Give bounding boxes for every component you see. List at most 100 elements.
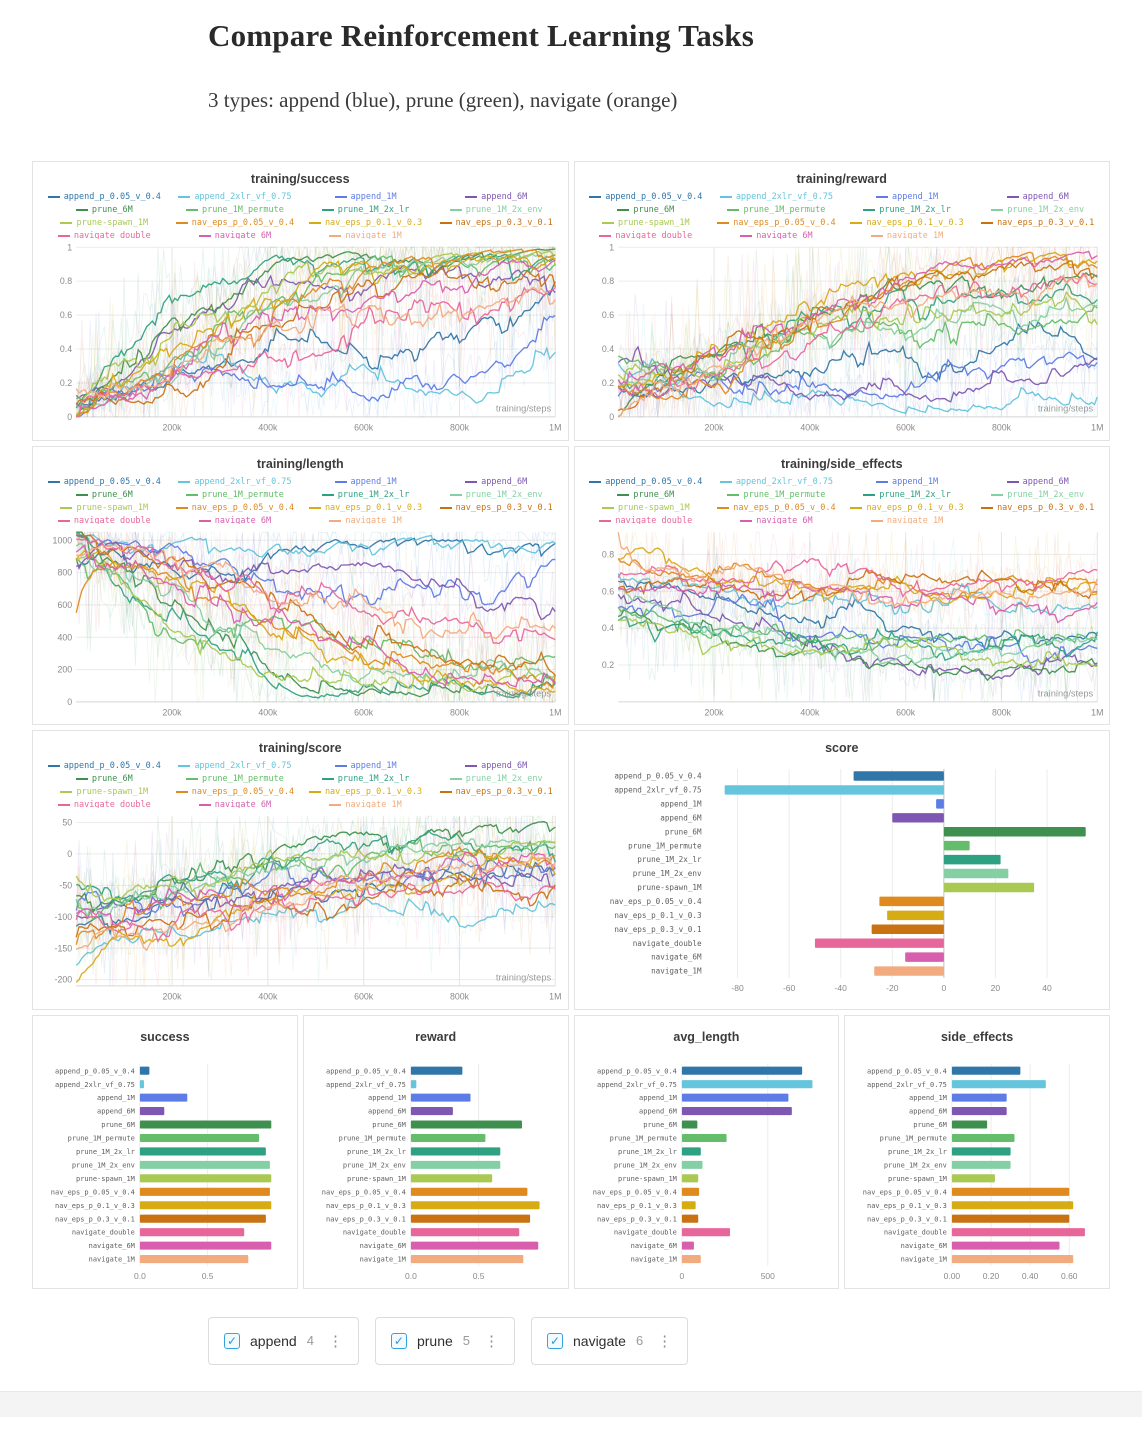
run-line-prune-1m-2x-lr[interactable] bbox=[75, 253, 556, 409]
filter-chip-prune[interactable]: ✓ prune 5 ⋮ bbox=[374, 1316, 515, 1365]
filter-chip-append[interactable]: ✓ append 4 ⋮ bbox=[208, 1316, 359, 1365]
run-line-append-6m[interactable] bbox=[75, 264, 556, 399]
legend-item-append-1m[interactable]: append_1M bbox=[876, 477, 938, 487]
bar-nav-eps-p-0-3-v-0-1[interactable] bbox=[871, 924, 944, 935]
legend-item-prune-1m-permute[interactable]: prune_1M_permute bbox=[185, 774, 284, 784]
legend-item-navigate-6m[interactable]: navigate_6M bbox=[198, 516, 271, 524]
legend-item-nav-eps-p-0-3-v-0-1[interactable]: nav_eps_p_0.3_v_0.1 bbox=[439, 218, 553, 228]
legend-item-append-6m[interactable]: append_6M bbox=[1006, 477, 1069, 487]
legend-item-navigate-6m[interactable]: navigate_6M bbox=[740, 231, 813, 239]
reward-bar-chart[interactable]: 0.0 0.5 append_p_0.05_v_0.4 append_2xlr_vf_… bbox=[310, 1050, 562, 1286]
bar-prune-spawn-1m[interactable] bbox=[952, 1174, 996, 1183]
run-line-navigate-1m[interactable] bbox=[617, 531, 1098, 607]
legend-item-prune-1m-2x-env[interactable]: prune_1M_2x_env bbox=[991, 490, 1084, 500]
bar-append-1m[interactable] bbox=[935, 799, 944, 809]
bar-nav-eps-p-0-05-v-0-4[interactable] bbox=[878, 896, 944, 907]
legend-item-nav-eps-p-0-1-v-0-3[interactable]: nav_eps_p_0.1_v_0.3 bbox=[850, 218, 964, 228]
run-line-prune-1m-2x-lr[interactable] bbox=[76, 829, 556, 903]
run-line-append-6m[interactable] bbox=[75, 540, 556, 620]
run-line-prune-6m[interactable] bbox=[75, 248, 556, 417]
bar-append-1m[interactable] bbox=[410, 1093, 471, 1102]
bar-prune-1m-2x-env[interactable] bbox=[139, 1160, 270, 1169]
run-line-append-2xlr-vf-0-75[interactable] bbox=[617, 572, 1098, 615]
run-line-prune-1m-2x-env[interactable] bbox=[75, 542, 556, 683]
bar-navigate-double[interactable] bbox=[681, 1227, 730, 1236]
legend-item-prune-1m-2x-lr[interactable]: prune_1M_2x_lr bbox=[863, 490, 951, 500]
bar-append-p-0-05-v-0-4[interactable] bbox=[681, 1066, 802, 1075]
bar-nav-eps-p-0-05-v-0-4[interactable] bbox=[410, 1187, 528, 1196]
bar-navigate-double[interactable] bbox=[139, 1227, 245, 1236]
bar-prune-1m-permute[interactable] bbox=[139, 1133, 260, 1142]
bar-prune-1m-2x-env[interactable] bbox=[952, 1160, 1011, 1169]
legend-item-prune-1m-permute[interactable]: prune_1M_permute bbox=[185, 490, 284, 500]
bar-prune-1m-2x-env[interactable] bbox=[943, 868, 1008, 879]
legend-item-nav-eps-p-0-3-v-0-1[interactable]: nav_eps_p_0.3_v_0.1 bbox=[981, 218, 1094, 228]
bar-prune-spawn-1m[interactable] bbox=[139, 1174, 272, 1183]
legend-item-navigate-1m[interactable]: navigate_1M bbox=[329, 231, 402, 239]
legend-item-append-p-0-05-v-0-4[interactable]: append_p_0.05_v_0.4 bbox=[589, 192, 702, 202]
run-line-nav-eps-p-0-3-v-0-1[interactable] bbox=[75, 268, 556, 406]
legend-item-prune-spawn-1m[interactable]: prune-spawn_1M bbox=[60, 787, 148, 797]
legend-item-prune-1m-permute[interactable]: prune_1M_permute bbox=[727, 490, 825, 500]
bar-prune-1m-2x-lr[interactable] bbox=[943, 855, 1001, 865]
legend-item-navigate-1m[interactable]: navigate_1M bbox=[329, 516, 402, 524]
run-line-append-6m[interactable] bbox=[617, 590, 1097, 680]
legend-item-append-1m[interactable]: append_1M bbox=[334, 761, 397, 771]
bar-navigate-6m[interactable] bbox=[139, 1241, 272, 1250]
success-bar-chart[interactable]: 0.0 0.5 append_p_0.05_v_0.4 append_2xlr_vf_… bbox=[39, 1050, 291, 1286]
bar-append-6m[interactable] bbox=[410, 1106, 453, 1115]
legend-item-prune-1m-permute[interactable]: prune_1M_permute bbox=[727, 205, 825, 215]
legend-item-nav-eps-p-0-3-v-0-1[interactable]: nav_eps_p_0.3_v_0.1 bbox=[981, 503, 1094, 513]
legend-item-navigate-6m[interactable]: navigate_6M bbox=[198, 800, 271, 808]
run-line-prune-spawn-1m[interactable] bbox=[617, 617, 1097, 669]
run-line-navigate-double[interactable] bbox=[617, 272, 1097, 397]
run-line-navigate-6m[interactable] bbox=[76, 851, 556, 927]
legend-item-navigate-6m[interactable]: navigate_6M bbox=[740, 516, 813, 524]
legend-item-append-6m[interactable]: append_6M bbox=[465, 477, 527, 487]
run-line-nav-eps-p-0-3-v-0-1[interactable] bbox=[617, 568, 1097, 602]
legend-item-prune-1m-2x-env[interactable]: prune_1M_2x_env bbox=[449, 774, 543, 784]
legend-item-navigate-double[interactable]: navigate_double bbox=[599, 516, 692, 524]
legend-item-nav-eps-p-0-1-v-0-3[interactable]: nav_eps_p_0.1_v_0.3 bbox=[308, 503, 422, 513]
bar-prune-1m-2x-env[interactable] bbox=[410, 1160, 501, 1169]
bar-append-1m[interactable] bbox=[139, 1093, 188, 1102]
bar-nav-eps-p-0-1-v-0-3[interactable] bbox=[681, 1200, 696, 1210]
legend-item-prune-1m-2x-lr[interactable]: prune_1M_2x_lr bbox=[321, 774, 409, 784]
bar-nav-eps-p-0-05-v-0-4[interactable] bbox=[139, 1187, 270, 1196]
run-line-prune-6m[interactable] bbox=[76, 821, 556, 914]
run-line-prune-1m-permute[interactable] bbox=[617, 606, 1097, 652]
bar-prune-6m[interactable] bbox=[410, 1120, 522, 1129]
bar-navigate-1m[interactable] bbox=[410, 1254, 524, 1263]
legend-item-append-2xlr-vf-0-75[interactable]: append_2xlr_vf_0.75 bbox=[178, 477, 292, 487]
bar-prune-1m-permute[interactable] bbox=[952, 1133, 1015, 1142]
run-line-navigate-1m[interactable] bbox=[75, 851, 556, 952]
legend-item-append-1m[interactable]: append_1M bbox=[334, 192, 397, 202]
bar-append-p-0-05-v-0-4[interactable] bbox=[410, 1066, 463, 1075]
run-line-nav-eps-p-0-1-v-0-3[interactable] bbox=[76, 254, 556, 418]
bar-navigate-1m[interactable] bbox=[139, 1254, 249, 1263]
run-line-nav-eps-p-0-3-v-0-1[interactable] bbox=[75, 871, 556, 938]
training-success-chart[interactable]: 0 0.2 0.4 0.6 0.8 1 200k 400k 600k 800k 1M training… bbox=[39, 241, 562, 438]
legend-item-append-1m[interactable]: append_1M bbox=[334, 477, 397, 487]
run-line-prune-spawn-1m[interactable] bbox=[75, 840, 556, 903]
bar-append-6m[interactable] bbox=[891, 813, 944, 823]
bar-nav-eps-p-0-3-v-0-1[interactable] bbox=[139, 1214, 266, 1223]
run-line-prune-spawn-1m[interactable] bbox=[75, 552, 556, 692]
legend-item-prune-6m[interactable]: prune_6M bbox=[617, 490, 674, 500]
kebab-menu-icon[interactable]: ⋮ bbox=[327, 1332, 343, 1350]
run-line-navigate-6m[interactable] bbox=[76, 258, 556, 410]
bar-nav-eps-p-0-1-v-0-3[interactable] bbox=[886, 910, 944, 921]
run-line-nav-eps-p-0-3-v-0-1[interactable] bbox=[617, 260, 1097, 412]
bar-append-1m[interactable] bbox=[681, 1093, 788, 1102]
bar-nav-eps-p-0-1-v-0-3[interactable] bbox=[952, 1200, 1074, 1210]
bar-append-p-0-05-v-0-4[interactable] bbox=[139, 1066, 150, 1075]
run-line-append-1m[interactable] bbox=[75, 854, 556, 918]
bar-prune-1m-permute[interactable] bbox=[410, 1133, 486, 1142]
bar-append-2xlr-vf-0-75[interactable] bbox=[724, 785, 944, 795]
run-line-navigate-6m[interactable] bbox=[617, 579, 1098, 624]
bar-nav-eps-p-0-05-v-0-4[interactable] bbox=[952, 1187, 1070, 1196]
score-bar-chart[interactable]: -80 -60 -40 -20 0 20 40 append_p_0.05_v_0.4appe… bbox=[581, 761, 1104, 998]
legend-item-nav-eps-p-0-05-v-0-4[interactable]: nav_eps_p_0.05_v_0.4 bbox=[717, 218, 836, 228]
legend-item-prune-1m-permute[interactable]: prune_1M_permute bbox=[185, 205, 284, 215]
run-line-nav-eps-p-0-05-v-0-4[interactable] bbox=[75, 248, 556, 418]
